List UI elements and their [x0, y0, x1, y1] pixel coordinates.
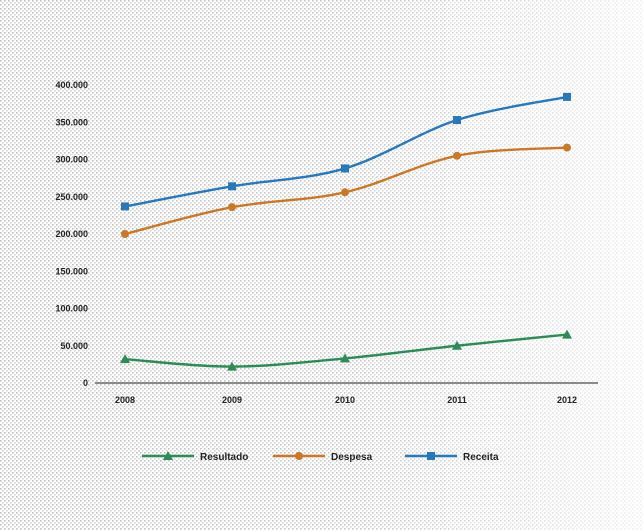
y-tick-label: 150.000 [55, 266, 88, 276]
data-point-square [341, 164, 349, 173]
x-tick-label: 2009 [222, 395, 242, 405]
y-tick-label: 100.000 [55, 304, 88, 314]
data-point-square [228, 182, 236, 191]
y-tick-label: 0 [83, 378, 88, 388]
series-layer [120, 92, 572, 371]
data-point-circle [453, 151, 461, 160]
data-point-circle [341, 188, 349, 197]
y-axis: 0 50.000 100.000 150.000 200.000 250.000 300.0… [55, 80, 88, 388]
x-tick-label: 2008 [115, 395, 135, 405]
y-tick-label: 50.000 [60, 341, 88, 351]
legend: Resultado Despesa Receita [142, 451, 499, 463]
legend-label: Receita [463, 452, 499, 463]
data-point-triangle [120, 354, 130, 364]
data-point-circle [121, 230, 129, 238]
data-point-triangle [163, 451, 173, 460]
data-point-square [453, 116, 461, 125]
data-point-square [121, 202, 129, 211]
data-point-triangle [227, 361, 237, 371]
y-tick-label: 400.000 [55, 80, 88, 90]
data-point-square [427, 452, 435, 460]
x-tick-label: 2011 [447, 395, 467, 405]
data-point-triangle [452, 340, 462, 350]
y-tick-label: 300.000 [55, 155, 88, 165]
legend-label: Resultado [200, 452, 248, 463]
data-point-square [563, 92, 571, 101]
data-point-circle [563, 143, 571, 152]
data-point-triangle [340, 353, 350, 363]
y-tick-label: 350.000 [55, 117, 88, 127]
data-point-circle [295, 452, 303, 460]
legend-label: Despesa [331, 452, 373, 463]
x-tick-label: 2010 [335, 395, 355, 405]
data-point-circle [228, 203, 236, 212]
x-axis: 2008 2009 2010 2011 2012 [95, 382, 598, 405]
y-tick-label: 250.000 [55, 192, 88, 202]
y-tick-label: 200.000 [55, 229, 88, 239]
data-point-triangle [562, 329, 572, 339]
x-tick-label: 2012 [557, 395, 577, 405]
